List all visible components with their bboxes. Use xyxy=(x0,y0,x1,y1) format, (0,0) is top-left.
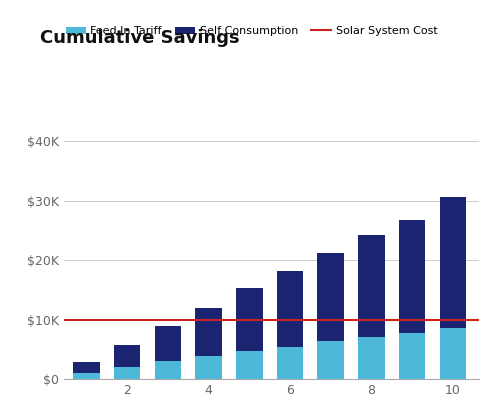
Bar xyxy=(277,347,303,379)
Bar xyxy=(399,220,425,333)
Bar xyxy=(74,372,100,379)
Bar xyxy=(155,360,181,379)
Bar xyxy=(440,197,466,328)
Bar xyxy=(318,341,344,379)
Bar xyxy=(155,326,181,360)
Bar xyxy=(358,337,385,379)
Bar xyxy=(196,308,222,356)
Bar xyxy=(318,253,344,341)
Bar xyxy=(277,271,303,347)
Bar xyxy=(358,235,385,337)
Bar xyxy=(440,328,466,379)
Bar xyxy=(114,344,140,367)
Bar xyxy=(74,363,100,372)
Bar xyxy=(114,367,140,379)
Legend: Feed In Tariff, Self Consumption, Solar System Cost: Feed In Tariff, Self Consumption, Solar … xyxy=(61,22,442,41)
Bar xyxy=(236,351,262,379)
Text: Cumulative Savings: Cumulative Savings xyxy=(40,29,239,47)
Bar xyxy=(196,356,222,379)
Bar xyxy=(236,288,262,351)
Bar xyxy=(399,333,425,379)
